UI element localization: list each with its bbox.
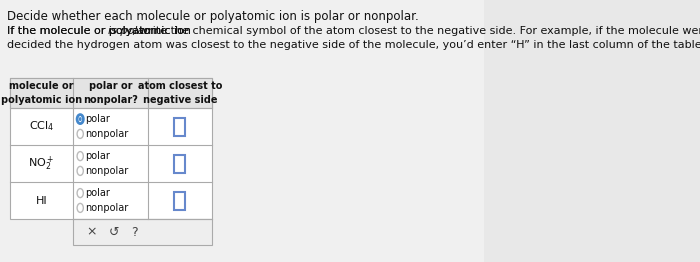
Text: polar: polar bbox=[85, 188, 111, 198]
Text: ?: ? bbox=[131, 226, 138, 238]
Text: , write the chemical symbol of the atom closest to the negative side. For exampl: , write the chemical symbol of the atom … bbox=[132, 26, 700, 36]
Circle shape bbox=[79, 117, 82, 121]
Bar bbox=[174, 117, 186, 135]
Circle shape bbox=[77, 189, 83, 198]
Text: decided the hydrogen atom was closest to the negative side of the molecule, you’: decided the hydrogen atom was closest to… bbox=[7, 40, 700, 50]
Text: NO$_2^+$: NO$_2^+$ bbox=[28, 154, 55, 173]
Text: nonpolar: nonpolar bbox=[85, 129, 129, 139]
Text: HI: HI bbox=[36, 195, 48, 205]
Circle shape bbox=[77, 166, 83, 175]
Bar bbox=[74, 219, 211, 245]
Text: If the molecule or polyatomic ion: If the molecule or polyatomic ion bbox=[7, 26, 195, 36]
Text: atom closest to
negative side: atom closest to negative side bbox=[138, 81, 222, 105]
Text: If the molecule or polyatomic ion: If the molecule or polyatomic ion bbox=[7, 26, 195, 36]
Text: polar or
nonpolar?: polar or nonpolar? bbox=[83, 81, 138, 105]
Text: ×: × bbox=[87, 226, 97, 238]
Circle shape bbox=[77, 203, 83, 212]
Text: polar: polar bbox=[85, 151, 111, 161]
Bar bbox=[174, 155, 186, 172]
Bar bbox=[10, 78, 211, 108]
Text: molecule or
polyatomic ion: molecule or polyatomic ion bbox=[1, 81, 82, 105]
Bar bbox=[10, 78, 211, 219]
Circle shape bbox=[77, 129, 83, 138]
Text: Decide whether each molecule or polyatomic ion is polar or nonpolar.: Decide whether each molecule or polyatom… bbox=[7, 10, 419, 23]
Text: CCl$_4$: CCl$_4$ bbox=[29, 119, 54, 133]
Text: polar: polar bbox=[85, 114, 111, 124]
Bar bbox=[174, 192, 186, 210]
Text: is polar: is polar bbox=[108, 26, 149, 36]
Text: nonpolar: nonpolar bbox=[85, 166, 129, 176]
Circle shape bbox=[77, 152, 83, 161]
Text: If the molecule or polyatomic ion 
is polar: If the molecule or polyatomic ion is pol… bbox=[7, 26, 195, 48]
Text: ↺: ↺ bbox=[109, 226, 120, 238]
Circle shape bbox=[77, 114, 83, 124]
Text: nonpolar: nonpolar bbox=[85, 203, 129, 213]
